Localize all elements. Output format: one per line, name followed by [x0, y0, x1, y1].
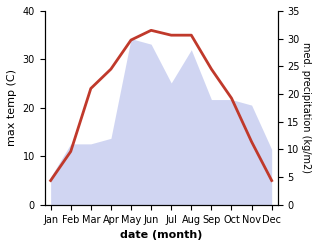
X-axis label: date (month): date (month): [120, 230, 202, 240]
Y-axis label: med. precipitation (kg/m2): med. precipitation (kg/m2): [301, 42, 311, 173]
Y-axis label: max temp (C): max temp (C): [7, 69, 17, 146]
